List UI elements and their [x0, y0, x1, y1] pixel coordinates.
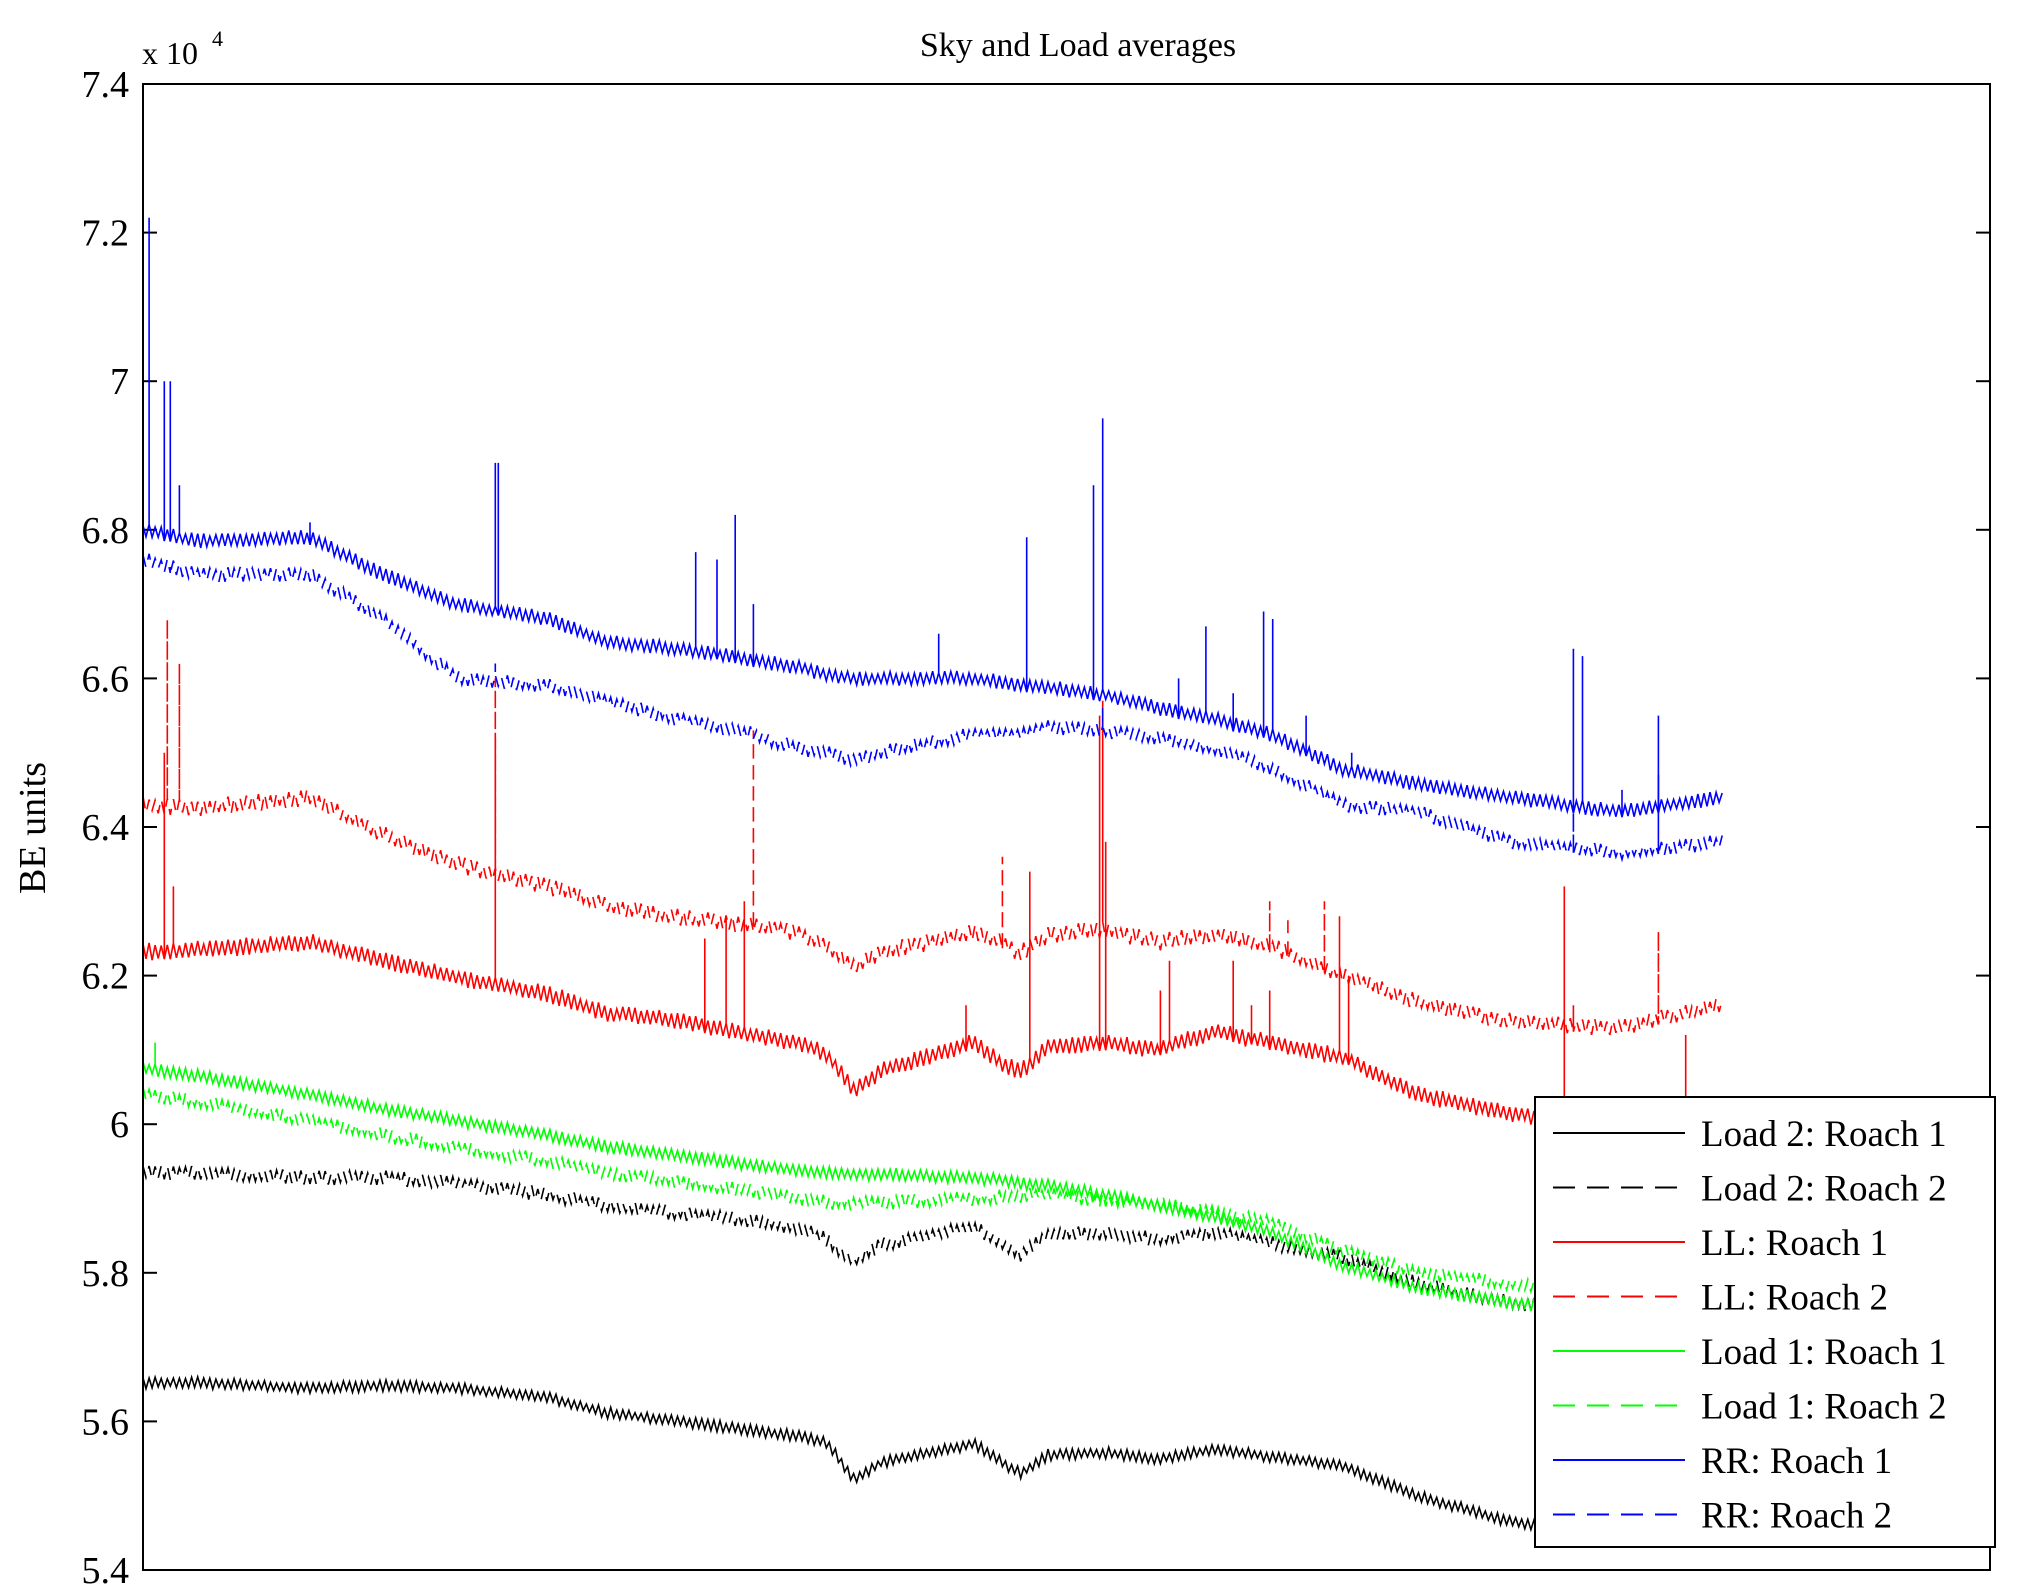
legend-label: LL: Roach 1	[1701, 1223, 1888, 1264]
y-axis-ticks: 5.4 5.6 5.8 6 6.2 6.4 6.6 6.8 7 7.2 7.4	[82, 64, 1990, 1592]
legend-label: Load 1: Roach 2	[1701, 1387, 1947, 1428]
y-scale-multiplier: x 10	[142, 35, 198, 71]
chart-title: Sky and Load averages	[920, 27, 1236, 64]
y-tick-label: 7.2	[82, 213, 130, 255]
legend-label: Load 1: Roach 1	[1701, 1332, 1947, 1373]
y-scale-exponent: 4	[212, 26, 223, 51]
plot-area	[142, 217, 1723, 1549]
y-tick-label: 5.8	[82, 1253, 130, 1295]
y-tick-label: 6.4	[82, 807, 130, 849]
legend-label: LL: Roach 2	[1701, 1278, 1888, 1319]
series-line-ll-roach-1	[142, 715, 1723, 1144]
y-tick-label: 7.4	[82, 64, 130, 106]
y-tick-label: 7	[110, 361, 129, 403]
legend-label: Load 2: Roach 2	[1701, 1169, 1947, 1210]
series-line-load-2-roach-2	[142, 1163, 1723, 1325]
legend-label: Load 2: Roach 1	[1701, 1114, 1947, 1155]
series-line-rr-roach-2	[142, 553, 1723, 863]
legend-box	[1534, 1096, 1996, 1548]
y-tick-label: 6.8	[82, 510, 130, 552]
legend-label: RR: Roach 2	[1701, 1496, 1892, 1537]
series-line-load-1-roach-1	[142, 1042, 1723, 1330]
series-line-rr-roach-1	[142, 217, 1723, 818]
y-tick-label: 6.6	[82, 658, 130, 700]
y-axis-label: BE units	[12, 762, 54, 894]
legend-label: RR: Roach 1	[1701, 1441, 1892, 1482]
series-line-ll-roach-2	[142, 619, 1723, 1036]
axes-frame	[142, 83, 1991, 1571]
legend: Load 2: Roach 1 Load 2: Roach 2 LL: Roach …	[1534, 1096, 1996, 1548]
y-tick-label: 6.2	[82, 956, 130, 998]
series-line-load-2-roach-1	[142, 1374, 1723, 1549]
y-tick-label: 5.4	[82, 1550, 130, 1592]
y-tick-label: 6	[110, 1104, 129, 1146]
series-line-load-1-roach-2	[142, 1086, 1723, 1311]
y-tick-label: 5.6	[82, 1401, 130, 1443]
